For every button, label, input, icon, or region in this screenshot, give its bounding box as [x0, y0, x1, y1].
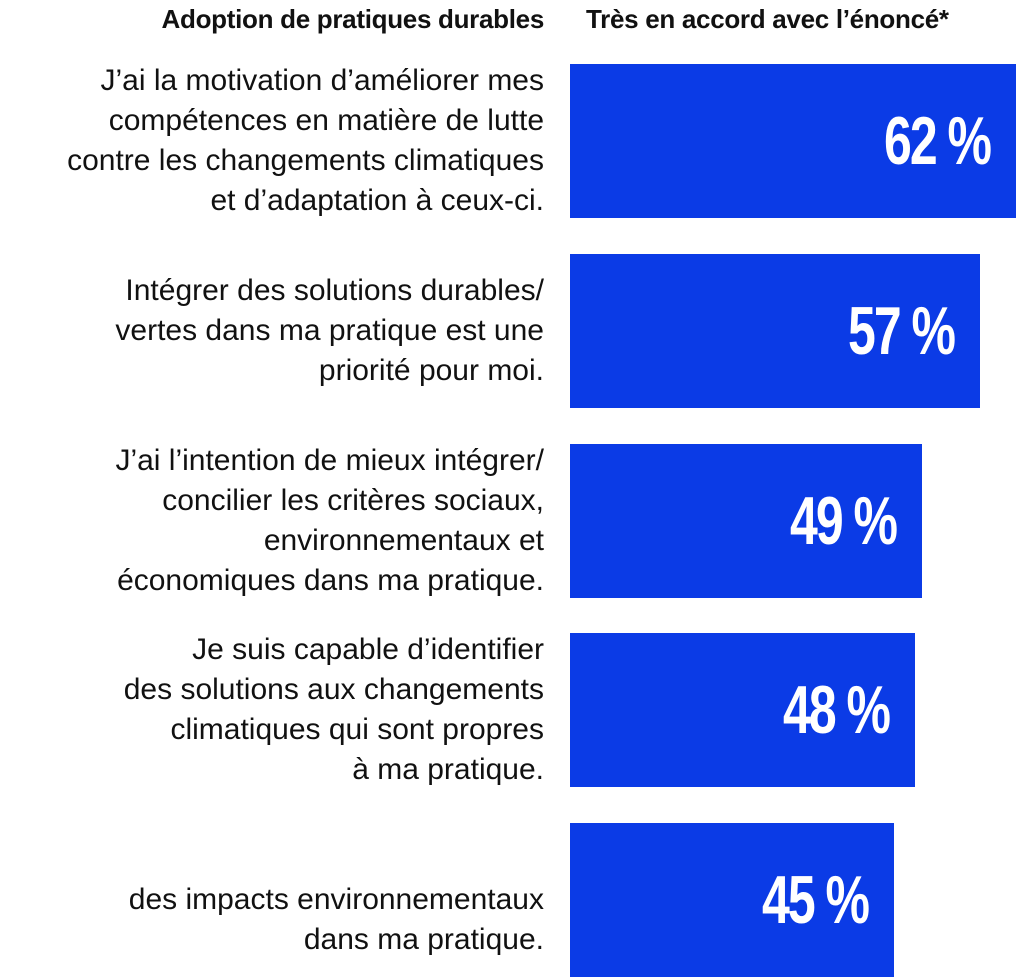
category-label-line: des impacts environnementaux	[128, 883, 544, 916]
category-label-line: compétences en matière de lutte	[108, 104, 544, 137]
category-label: J’ai la motivation d’améliorer mes compét…	[0, 61, 544, 221]
category-label-line: dans ma pratique.	[303, 923, 544, 956]
category-label-line: Je suis capable d’identifier	[192, 633, 544, 666]
category-label-line: climatiques qui sont propres	[170, 713, 544, 746]
category-label-line: des solutions aux changements	[123, 673, 544, 706]
value-column-header: Très en accord avec l’énoncé*	[586, 4, 949, 34]
category-label-line: environnementaux et	[263, 524, 544, 557]
category-label: des impacts environnementaux dans ma prat…	[0, 880, 544, 960]
category-column-header: Adoption de pratiques durables	[161, 4, 545, 34]
category-label-line: J’ai l’intention de mieux intégrer/	[115, 444, 544, 477]
category-label-line: à ma pratique.	[352, 753, 544, 786]
category-label-line: Intégrer des solutions durables/	[125, 274, 544, 307]
bar-value-label: 45 %	[762, 862, 870, 938]
bar-value-label: 48 %	[783, 672, 891, 748]
bar: 48 %	[570, 633, 915, 787]
bar-value-label: 62 %	[884, 103, 992, 179]
category-label-line: priorité pour moi.	[318, 354, 544, 387]
category-label-line: concilier les critères sociaux,	[162, 484, 544, 517]
bar-value-label: 49 %	[790, 483, 898, 559]
bar: 49 %	[570, 444, 922, 598]
bar: 57 %	[570, 254, 980, 408]
bar: 62 %	[570, 64, 1016, 218]
bar: 45 %	[570, 823, 894, 977]
category-label-line: J’ai la motivation d’améliorer mes	[100, 64, 545, 97]
bar-value-label: 57 %	[848, 293, 956, 369]
category-label-line: contre les changements climatiques	[67, 144, 544, 177]
category-label-line: économiques dans ma pratique.	[117, 564, 544, 597]
category-label-line: et d’adaptation à ceux-ci.	[210, 184, 544, 217]
category-label: Intégrer des solutions durables/vertes d…	[0, 271, 544, 391]
category-label-line: vertes dans ma pratique est une	[115, 314, 544, 347]
category-label: Je suis capable d’identifier des solution…	[0, 630, 544, 790]
category-label: J’ai l’intention de mieux intégrer/conci…	[0, 441, 544, 601]
